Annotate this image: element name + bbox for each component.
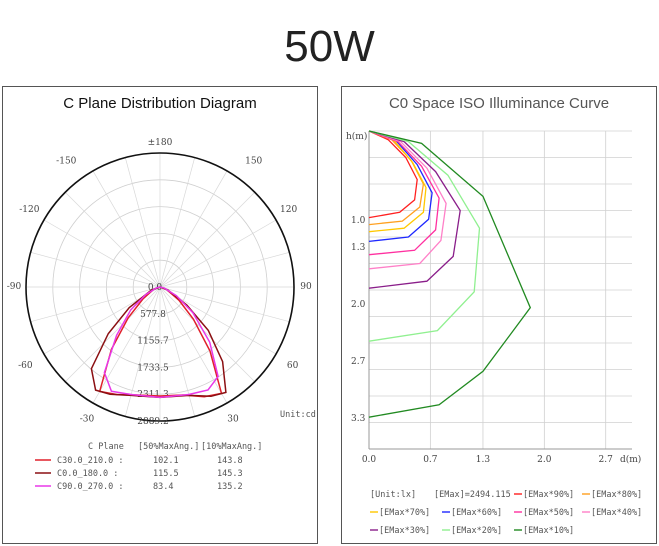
iso-unit: [Unit:lx]: [370, 490, 416, 500]
iso-y-tick: 1.3: [351, 243, 366, 253]
iso-x-tick: 0.7: [423, 455, 438, 465]
polar-unit-label: Unit:cd: [280, 410, 316, 420]
iso-y-tick: 3.3: [351, 414, 366, 424]
polar-radial-label: 577.8: [140, 310, 166, 320]
iso-legend-label: [EMax*30%]: [379, 526, 430, 536]
iso-legend-label: [EMax*50%]: [523, 508, 574, 518]
legend-header-c-plane: C Plane: [88, 442, 124, 452]
polar-grid-spoke: [159, 286, 255, 382]
iso-chart-title: C0 Space ISO Illuminance Curve: [388, 95, 610, 112]
legend-row-50: 102.1: [153, 456, 179, 466]
iso-legend-label: [EMax*60%]: [451, 508, 502, 518]
iso-legend-label: [EMax*90%]: [523, 490, 574, 500]
polar-grid-spoke: [92, 286, 161, 404]
polar-grid-spoke: [159, 157, 196, 288]
iso-series-[EMax*40%]: [368, 130, 447, 270]
polar-grid-spoke: [92, 170, 161, 288]
iso-y-tick: 2.7: [351, 357, 366, 367]
polar-angle-label: -60: [18, 361, 33, 371]
page-title: 50W: [284, 22, 375, 71]
polar-radial-label: 1733.5: [137, 363, 169, 373]
iso-legend-label: [EMax*80%]: [591, 490, 642, 500]
polar-angle-label: 60: [287, 361, 299, 371]
polar-grid-spoke: [65, 286, 161, 382]
polar-radial-label: 2889.2: [137, 417, 169, 427]
polar-grid-spoke: [159, 251, 290, 288]
iso-x-axis-label: d(m): [620, 454, 641, 465]
iso-x-tick: 2.0: [537, 455, 552, 465]
polar-angle-label: -90: [7, 282, 22, 292]
polar-angle-label: -120: [19, 205, 39, 215]
legend-row-10: 135.2: [217, 482, 243, 492]
polar-grid-spoke: [124, 157, 161, 288]
polar-grid-spoke: [159, 286, 228, 404]
legend-row-50: 83.4: [153, 482, 173, 492]
iso-series-[EMax*90%]: [368, 130, 418, 219]
polar-chart-panel: C Plane Distribution Diagram ±180 150 120 9…: [2, 86, 318, 544]
iso-series-[EMax*30%]: [368, 130, 461, 289]
polar-series-C90.0_270.0: [103, 286, 219, 399]
iso-legend-label: [EMax*10%]: [523, 526, 574, 536]
iso-y-tick: 1.0: [351, 216, 366, 226]
iso-y-axis-label: h(m): [346, 131, 367, 142]
polar-grid-spoke: [65, 192, 161, 288]
polar-angle-label: 30: [227, 415, 239, 425]
iso-x-tick: 0.0: [362, 455, 377, 465]
polar-angle-label: -30: [80, 415, 95, 425]
polar-chart: ±180150120906030-30-60-90-120-1500.0577.…: [7, 138, 316, 492]
legend-row-name: C30.0_210.0 :: [57, 456, 124, 466]
polar-radial-label: 1155.7: [137, 337, 169, 347]
legend-row-10: 143.8: [217, 456, 243, 466]
iso-legend-label: [EMax*40%]: [591, 508, 642, 518]
polar-grid-spoke: [159, 192, 255, 288]
iso-x-tick: 2.7: [599, 455, 614, 465]
iso-x-tick: 1.3: [476, 455, 491, 465]
legend-row-name: C0.0_180.0 :: [57, 469, 118, 479]
polar-grid-spoke: [43, 219, 161, 288]
legend-row-50: 115.5: [153, 469, 179, 479]
polar-chart-title: C Plane Distribution Diagram: [63, 95, 257, 112]
iso-legend-label: [EMax*20%]: [451, 526, 502, 536]
iso-series-[EMax*50%]: [368, 130, 440, 256]
polar-grid-spoke: [159, 170, 228, 288]
iso-legend-label: [EMax*70%]: [379, 508, 430, 518]
iso-series-[EMax*20%]: [368, 130, 481, 342]
polar-series-C30.0_210.0: [98, 286, 223, 398]
polar-angle-label: 90: [300, 282, 312, 292]
iso-emax: [EMax]=2494.115: [434, 490, 511, 500]
legend-header-50: [50%MaxAng.]: [138, 442, 199, 452]
polar-grid-spoke: [159, 286, 290, 323]
polar-angle-label: 120: [280, 205, 297, 215]
iso-series-[EMax*10%]: [368, 130, 532, 418]
iso-y-tick: 2.0: [351, 300, 366, 310]
legend-row-name: C90.0_270.0 :: [57, 482, 124, 492]
polar-grid-spoke: [30, 286, 161, 323]
legend-header-10: [10%MaxAng.]: [201, 442, 262, 452]
iso-chart-panel: C0 Space ISO Illuminance Curve h(m) d(m) 1…: [341, 86, 657, 544]
polar-angle-label: ±180: [148, 138, 173, 148]
polar-outer-ring: [25, 152, 295, 422]
polar-angle-label: -150: [56, 157, 76, 167]
polar-grid-spoke: [30, 251, 161, 288]
polar-grid-spoke: [159, 219, 277, 288]
iso-chart: h(m) d(m) 1.0 1.3 2.0 2.7 3.3 0.0 0.7 1.3 2.0 2.7 [U…: [346, 130, 642, 536]
legend-row-10: 145.3: [217, 469, 243, 479]
polar-angle-label: 150: [245, 157, 262, 167]
